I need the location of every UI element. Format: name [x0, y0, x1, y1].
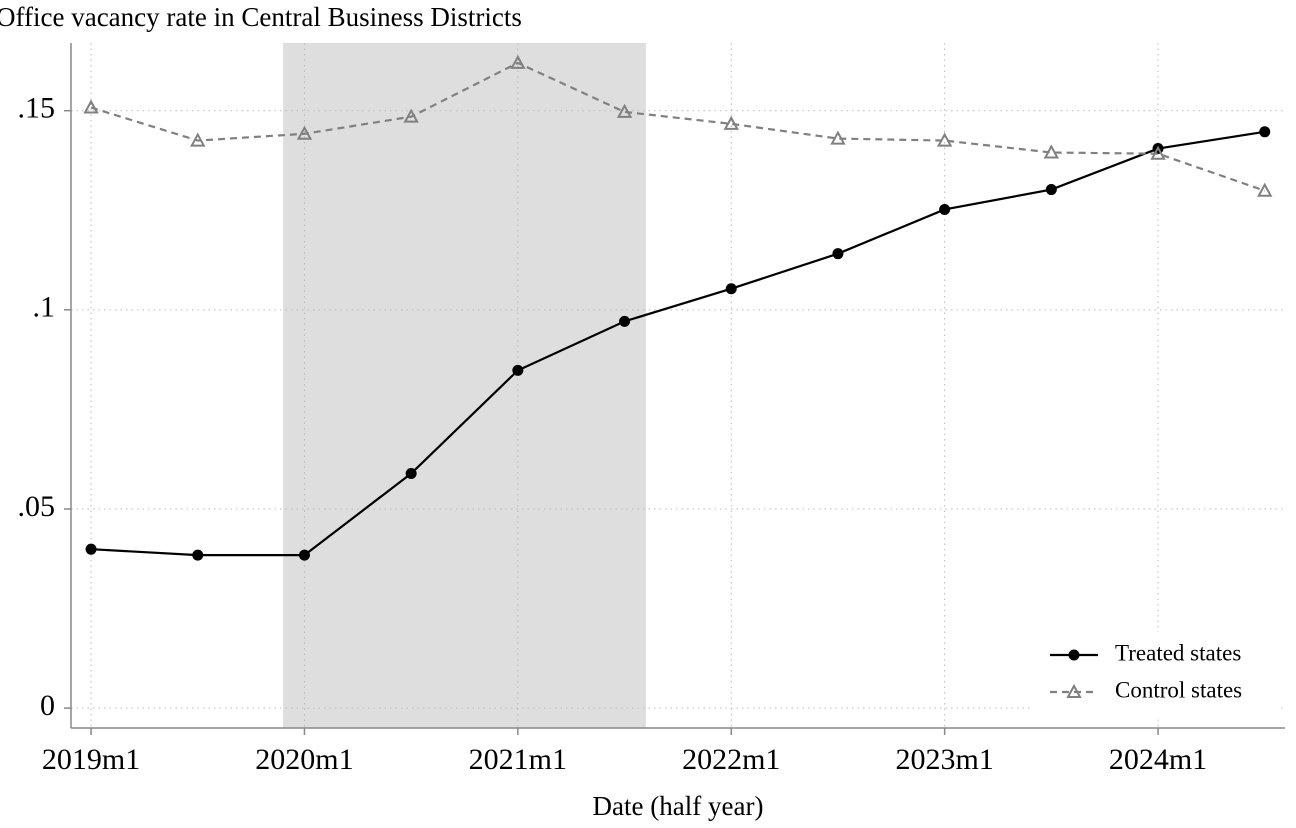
- data-point: [296, 125, 313, 140]
- data-point: [1150, 145, 1166, 160]
- y-tick-label: .05: [18, 490, 56, 523]
- series-line: [90, 130, 1265, 557]
- y-tick-label: .15: [18, 92, 56, 125]
- data-point: [936, 132, 953, 147]
- x-tick-label: 2022m1: [682, 743, 780, 776]
- data-point: [832, 248, 844, 260]
- legend-marker: [1066, 683, 1082, 698]
- data-point: [85, 543, 97, 555]
- data-point: [403, 108, 419, 123]
- data-point: [616, 103, 633, 118]
- x-tick-label: 2019m1: [42, 743, 140, 776]
- data-point: [723, 115, 739, 130]
- data-point: [190, 132, 206, 147]
- data-point: [1043, 144, 1060, 159]
- y-tick-label: 0: [40, 689, 55, 722]
- legend-label: Treated states: [1115, 640, 1241, 665]
- data-point: [1257, 182, 1273, 197]
- legend-box: [1030, 632, 1278, 718]
- data-point: [619, 315, 631, 327]
- legend-label: Control states: [1115, 677, 1242, 702]
- data-point: [1259, 126, 1271, 138]
- data-point: [510, 54, 526, 69]
- data-point: [939, 203, 951, 215]
- x-tick-label: 2023m1: [895, 743, 993, 776]
- x-tick-label: 2024m1: [1109, 743, 1207, 776]
- chart-title: Office vacancy rate in Central Business …: [0, 2, 522, 32]
- data-point: [725, 283, 737, 295]
- data-point: [405, 468, 417, 480]
- x-tick-label: 2020m1: [255, 743, 353, 776]
- series-line: [90, 61, 1266, 192]
- x-axis-label: Date (half year): [593, 791, 764, 821]
- data-point: [298, 549, 310, 561]
- data-point: [192, 549, 204, 561]
- y-tick-label: .1: [33, 291, 56, 324]
- data-point: [830, 130, 846, 145]
- data-point: [1045, 184, 1057, 196]
- data-point: [512, 364, 524, 376]
- data-point: [83, 99, 99, 114]
- legend-marker: [1068, 649, 1080, 661]
- x-tick-label: 2021m1: [469, 743, 567, 776]
- shaded-region: [283, 43, 646, 728]
